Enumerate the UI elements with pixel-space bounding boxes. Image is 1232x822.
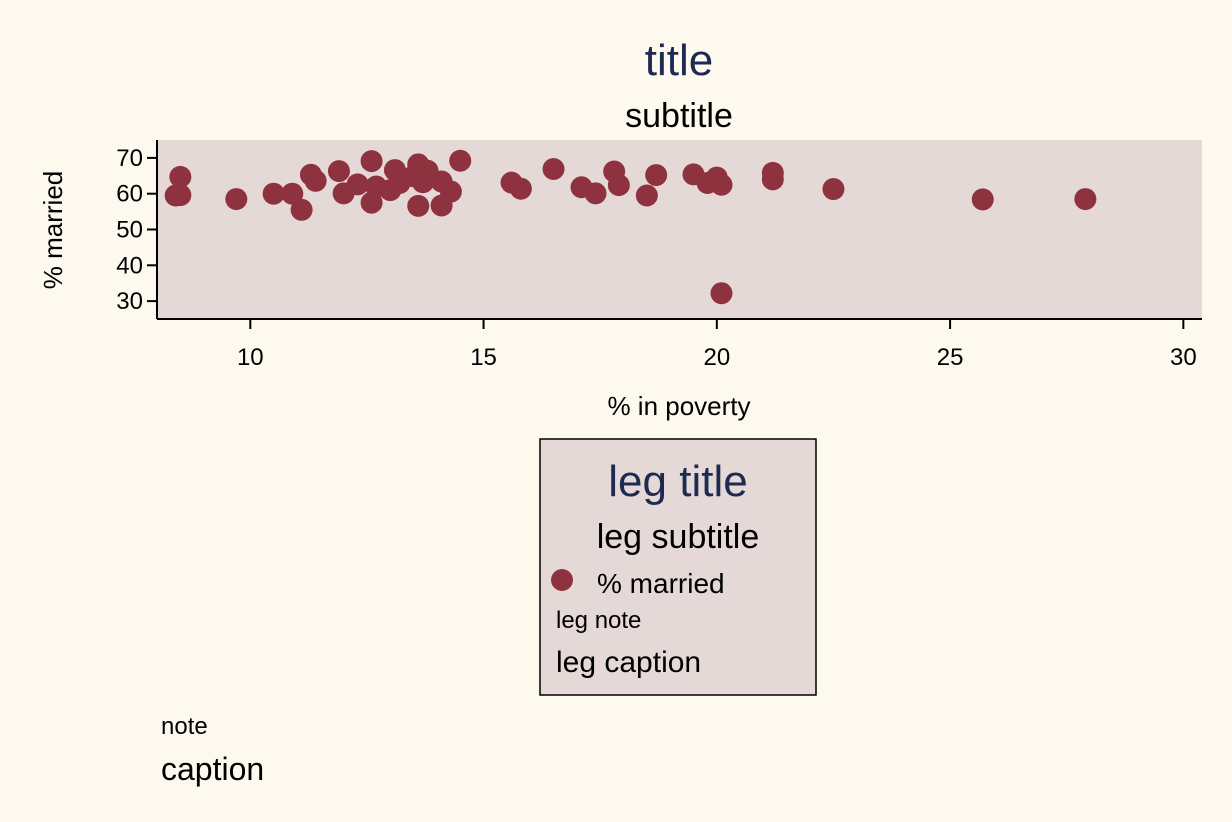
legend-caption: leg caption	[556, 646, 701, 679]
data-points	[164, 149, 1097, 305]
data-point	[346, 173, 369, 196]
chart-note: note	[161, 713, 208, 740]
chart-subtitle: subtitle	[625, 97, 733, 135]
chart-title: title	[645, 36, 713, 85]
legend-box	[539, 438, 817, 696]
y-tick-label: 50	[116, 217, 143, 244]
legend-note: leg note	[556, 607, 641, 634]
legend-marker	[551, 569, 573, 591]
data-point	[710, 282, 733, 305]
y-tick-label: 60	[116, 181, 143, 208]
data-point	[225, 188, 248, 211]
legend: leg title leg subtitle % married leg not…	[539, 438, 817, 696]
y-ticks: 30 40 50 60 70	[116, 145, 157, 315]
data-point	[304, 169, 327, 192]
data-point	[360, 150, 383, 173]
x-tick-label: 20	[703, 344, 730, 371]
data-point	[449, 149, 472, 172]
x-tick-label: 25	[937, 344, 964, 371]
x-axis-label: % in poverty	[607, 391, 750, 421]
data-point	[262, 182, 285, 205]
data-point	[971, 188, 994, 211]
data-point	[439, 180, 462, 203]
y-tick-label: 70	[116, 145, 143, 172]
data-point	[584, 182, 607, 205]
y-axis-label: % married	[38, 171, 68, 289]
chart-caption: caption	[161, 751, 264, 787]
data-point	[645, 164, 668, 187]
legend-entry-label: % married	[597, 568, 725, 599]
data-point	[281, 182, 304, 205]
data-point	[761, 168, 784, 191]
y-tick-label: 30	[116, 288, 143, 315]
data-point	[169, 165, 192, 188]
data-point	[607, 174, 630, 197]
data-point	[710, 173, 733, 196]
data-point	[635, 184, 658, 207]
data-point	[327, 160, 350, 183]
y-tick-label: 40	[116, 252, 143, 279]
legend-subtitle: leg subtitle	[597, 518, 760, 556]
x-tick-label: 15	[470, 344, 497, 371]
legend-title: leg title	[608, 457, 747, 506]
data-point	[1074, 188, 1097, 211]
data-point	[290, 198, 313, 221]
x-tick-label: 10	[237, 344, 264, 371]
data-point	[407, 194, 430, 217]
x-tick-label: 30	[1170, 344, 1197, 371]
x-ticks: 10 15 20 25 30	[237, 319, 1197, 371]
data-point	[822, 178, 845, 201]
data-point	[509, 177, 532, 200]
data-point	[169, 184, 192, 207]
data-point	[542, 157, 565, 180]
